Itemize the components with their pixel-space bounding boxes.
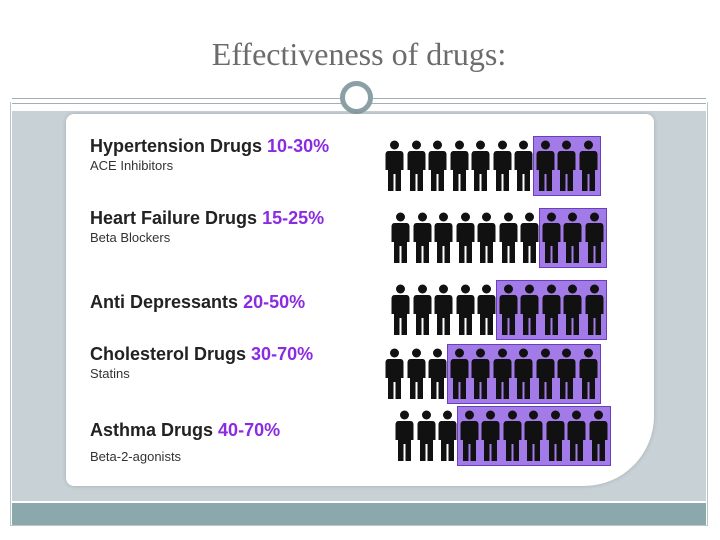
drug-name: Asthma Drugs (90, 420, 214, 440)
drug-percent: 30-70% (251, 344, 314, 364)
drug-name-line: Cholesterol Drugs 30-70% (90, 344, 313, 365)
person-silhouette-icon (579, 140, 597, 191)
people-group (384, 136, 603, 196)
slide-title: Effectiveness of drugs: (211, 36, 507, 72)
person-silhouette-icon (514, 140, 533, 191)
drug-row-asthma: Asthma Drugs 40-70% Beta-2-agonists (66, 406, 654, 466)
person-silhouette-icon (563, 284, 582, 335)
person-silhouette-icon (503, 410, 521, 461)
person-silhouette-icon (542, 212, 560, 263)
person-silhouette-icon (520, 212, 539, 263)
divider-circle-ornament (340, 81, 373, 114)
person-silhouette-icon (585, 284, 603, 335)
people-group (384, 344, 603, 404)
person-silhouette-icon (456, 284, 474, 335)
drug-name-line: Hypertension Drugs 10-30% (90, 136, 329, 157)
person-silhouette-icon (450, 140, 468, 191)
person-silhouette-icon (499, 284, 517, 335)
person-silhouette-icon (493, 140, 511, 191)
person-silhouette-icon (579, 348, 597, 399)
drug-row-anti-depressants: Anti Depressants 20-50% (66, 280, 654, 340)
person-silhouette-icon (557, 348, 576, 399)
person-silhouette-icon (434, 284, 453, 335)
person-silhouette-icon (456, 212, 474, 263)
infographic-card: Hypertension Drugs 10-30% ACE Inhibitors… (66, 114, 654, 486)
person-silhouette-icon (499, 212, 517, 263)
drug-label: Asthma Drugs 40-70% Beta-2-agonists (90, 406, 280, 464)
person-silhouette-icon (563, 212, 582, 263)
drug-percent: 10-30% (267, 136, 330, 156)
drug-row-heart-failure: Heart Failure Drugs 15-25% Beta Blockers (66, 208, 654, 268)
drug-row-cholesterol: Cholesterol Drugs 30-70% Statins (66, 344, 654, 404)
person-silhouette-icon (391, 284, 410, 335)
person-silhouette-icon (434, 212, 453, 263)
person-silhouette-icon (477, 284, 496, 335)
drug-percent: 15-25% (262, 208, 325, 228)
person-silhouette-icon (520, 284, 539, 335)
drug-subtitle: Beta Blockers (90, 230, 171, 245)
person-silhouette-icon (493, 348, 511, 399)
person-silhouette-icon (438, 410, 457, 461)
person-silhouette-icon (471, 140, 490, 191)
person-silhouette-icon (450, 348, 468, 399)
person-silhouette-icon (524, 410, 543, 461)
drug-name: Heart Failure Drugs (90, 208, 258, 228)
person-silhouette-icon (413, 212, 431, 263)
person-silhouette-icon (557, 140, 576, 191)
drug-name: Anti Depressants (90, 292, 239, 312)
person-silhouette-icon (428, 348, 447, 399)
person-silhouette-icon (385, 140, 404, 191)
person-silhouette-icon (395, 410, 414, 461)
footer-bar (12, 503, 706, 525)
person-silhouette-icon (536, 348, 554, 399)
person-silhouette-icon (428, 140, 447, 191)
drug-label: Cholesterol Drugs 30-70% Statins (90, 344, 313, 381)
person-silhouette-icon (536, 140, 554, 191)
people-group (390, 208, 609, 268)
person-silhouette-icon (471, 348, 490, 399)
drug-label: Heart Failure Drugs 15-25% Beta Blockers (90, 208, 324, 245)
person-silhouette-icon (407, 140, 425, 191)
person-silhouette-icon (589, 410, 607, 461)
people-group (390, 280, 609, 340)
person-silhouette-icon (407, 348, 425, 399)
person-silhouette-icon (385, 348, 404, 399)
drug-label: Anti Depressants 20-50% (90, 280, 305, 313)
drug-subtitle: Beta-2-agonists (90, 449, 182, 464)
drug-row-hypertension: Hypertension Drugs 10-30% ACE Inhibitors (66, 136, 654, 196)
person-silhouette-icon (460, 410, 478, 461)
drug-name-line: Heart Failure Drugs 15-25% (90, 208, 324, 229)
drug-name: Cholesterol Drugs (90, 344, 247, 364)
people-group (394, 406, 613, 466)
person-silhouette-icon (477, 212, 496, 263)
drug-label: Hypertension Drugs 10-30% ACE Inhibitors (90, 136, 329, 173)
person-silhouette-icon (546, 410, 564, 461)
person-silhouette-icon (542, 284, 560, 335)
drug-subtitle: ACE Inhibitors (90, 158, 174, 173)
person-silhouette-icon (413, 284, 431, 335)
person-silhouette-icon (514, 348, 533, 399)
drug-percent: 20-50% (243, 292, 306, 312)
person-silhouette-icon (481, 410, 500, 461)
drug-name: Hypertension Drugs (90, 136, 263, 156)
drug-name-line: Asthma Drugs 40-70% (90, 420, 280, 441)
drug-name-line: Anti Depressants 20-50% (90, 292, 305, 313)
drug-percent: 40-70% (218, 420, 281, 440)
drug-subtitle: Statins (90, 366, 130, 381)
person-silhouette-icon (417, 410, 435, 461)
person-silhouette-icon (585, 212, 603, 263)
person-silhouette-icon (567, 410, 586, 461)
person-silhouette-icon (391, 212, 410, 263)
